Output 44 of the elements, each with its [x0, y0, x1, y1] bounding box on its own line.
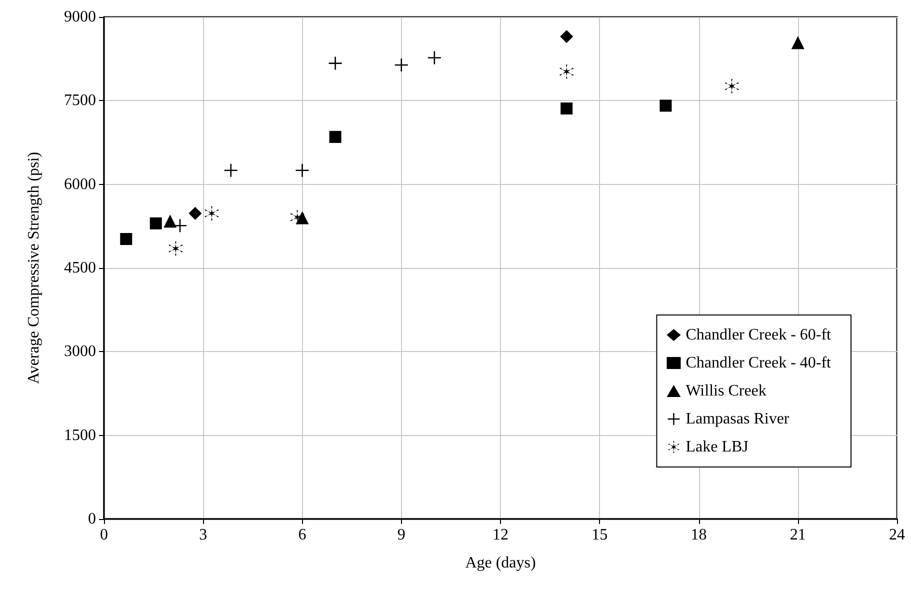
- point: [724, 79, 739, 94]
- point: [168, 241, 183, 256]
- point: [428, 51, 441, 64]
- y-tick-label: 0: [88, 510, 96, 528]
- x-axis-title: Age (days): [465, 554, 536, 572]
- x-tick-label: 15: [592, 526, 608, 544]
- point: [296, 211, 309, 224]
- point: [150, 217, 162, 230]
- x-tick-label: 9: [397, 526, 406, 544]
- x-tick-label: 12: [492, 526, 508, 544]
- point: [328, 56, 342, 70]
- x-tick-label: 0: [100, 526, 108, 544]
- point: [224, 164, 238, 177]
- legend-label: Willis Creek: [686, 382, 766, 400]
- legend-label: Chandler Creek - 40-ft: [686, 354, 832, 372]
- x-tick-label: 24: [889, 526, 905, 544]
- y-tick-label: 4500: [64, 260, 96, 276]
- x-tick-label: 21: [790, 526, 806, 544]
- y-tick-label: 1500: [64, 426, 96, 444]
- point: [120, 232, 132, 245]
- point: [329, 130, 342, 143]
- y-tick-label: 9000: [64, 8, 96, 26]
- point: [791, 36, 804, 50]
- point: [394, 58, 408, 72]
- point: [296, 164, 309, 177]
- legend-label: Lake LBJ: [686, 438, 748, 456]
- point: [173, 219, 186, 232]
- y-tick-label: 6000: [64, 176, 96, 193]
- x-tick-label: 6: [298, 526, 306, 544]
- point: [560, 64, 574, 79]
- legend-label: Lampasas River: [686, 410, 790, 428]
- y-tick-label: 3000: [64, 343, 96, 360]
- point: [560, 102, 573, 114]
- point: [188, 206, 202, 220]
- point: [660, 100, 672, 112]
- point: [560, 30, 574, 44]
- point: [290, 210, 304, 224]
- point: [204, 206, 219, 220]
- x-tick-label: 3: [199, 526, 208, 544]
- y-axis-title: Average Compressive Strength (psi): [26, 152, 42, 384]
- legend-label: Chandler Creek - 60-ft: [686, 326, 832, 344]
- x-tick-label: 18: [690, 526, 707, 544]
- point: [164, 214, 177, 228]
- y-tick-label: 7500: [64, 92, 96, 110]
